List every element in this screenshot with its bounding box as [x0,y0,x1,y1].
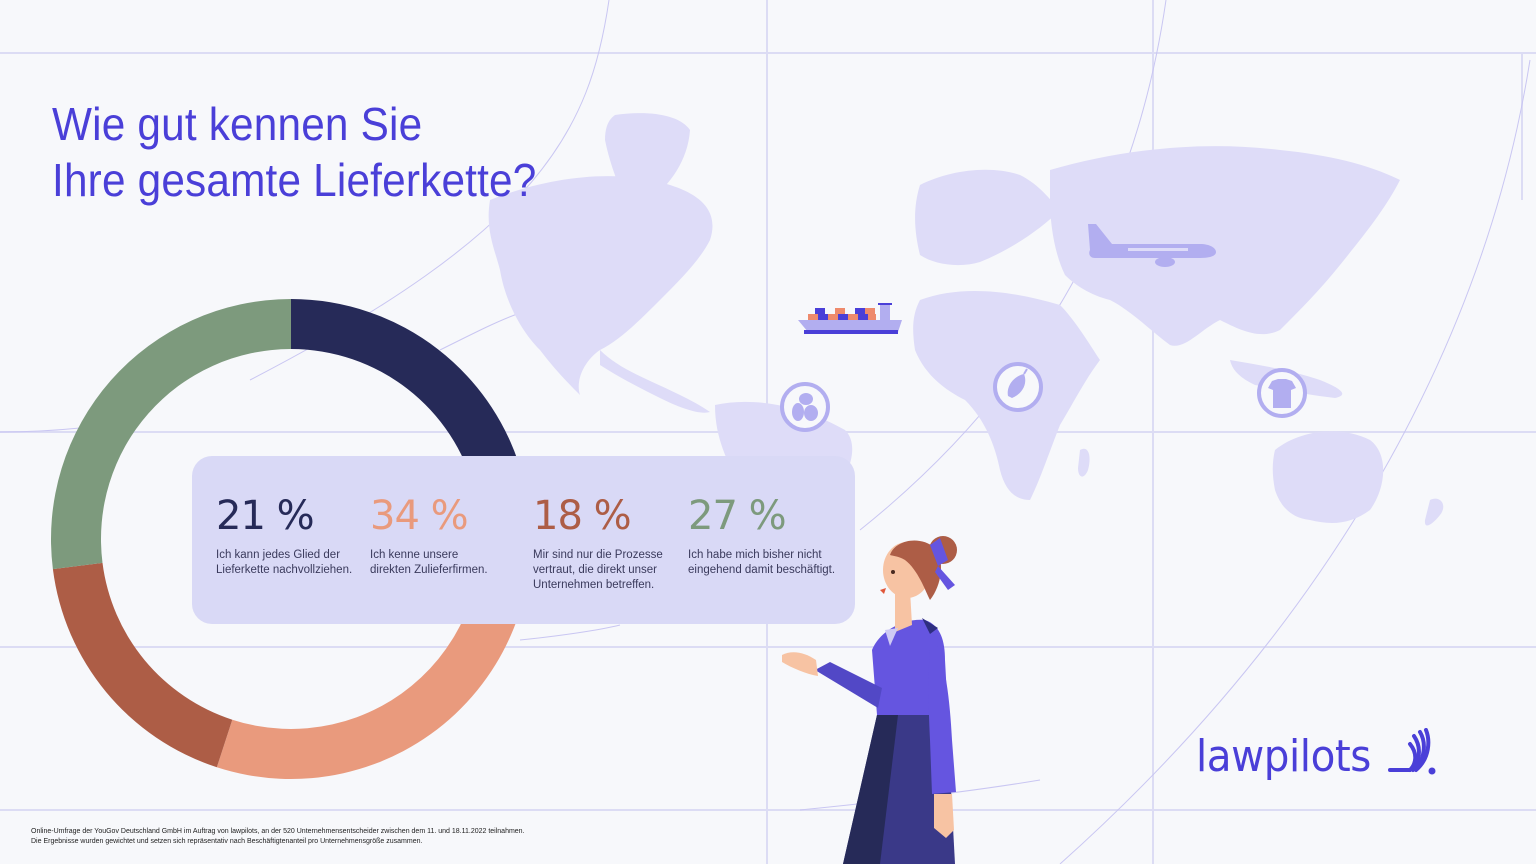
stat-item-4: 27 % Ich habe mich bisher nicht eingehend… [688,492,848,578]
brand-logo: lawpilots [1196,728,1440,784]
stat-value: 21 % [216,493,315,539]
stat-description: Ich habe mich bisher nicht eingehend dami… [688,549,836,576]
stat-value: 34 % [370,493,469,539]
cargo-ship-icon [798,303,902,334]
stat-value: 27 % [688,493,787,539]
airplane-icon [1088,224,1216,267]
stat-item-1: 21 % Ich kann jedes Glied der Lieferkette… [216,492,376,578]
donut-segment [51,299,291,570]
t-shirt-icon [1257,368,1307,418]
stat-item-3: 18 % Mir sind nur die Prozesse vertraut, … [533,492,693,593]
cocoa-pod-icon [993,362,1043,412]
donut-segment [52,562,233,768]
lawpilots-wings-icon [1388,728,1436,775]
stat-description: Ich kenne unsere direkten Zulieferfirmen. [370,549,488,576]
footnote-line-1: Online-Umfrage der YouGov Deutschland Gm… [31,828,525,835]
footnote: Online-Umfrage der YouGov Deutschland Gm… [31,827,525,847]
footnote-line-2: Die Ergebnisse wurden gewichtet und setz… [31,838,423,845]
stats-card: 21 % Ich kann jedes Glied der Lieferkette… [192,456,855,624]
brand-name: lawpilots [1196,730,1371,782]
stat-description: Mir sind nur die Prozesse vertraut, die d… [533,549,663,591]
stat-description: Ich kann jedes Glied der Lieferkette nach… [216,549,353,576]
stat-value: 18 % [533,493,632,539]
page-title: Wie gut kennen Sie Ihre gesamte Lieferke… [52,96,537,208]
donut-segment [291,299,524,492]
title-line-2: Ihre gesamte Lieferkette? [52,154,537,206]
title-line-1: Wie gut kennen Sie [52,98,423,150]
donut-segment [216,479,531,779]
stat-item-2: 34 % Ich kenne unsere direkten Zulieferfi… [370,492,530,578]
coffee-beans-icon [780,382,830,432]
world-map-continents [488,113,1444,595]
